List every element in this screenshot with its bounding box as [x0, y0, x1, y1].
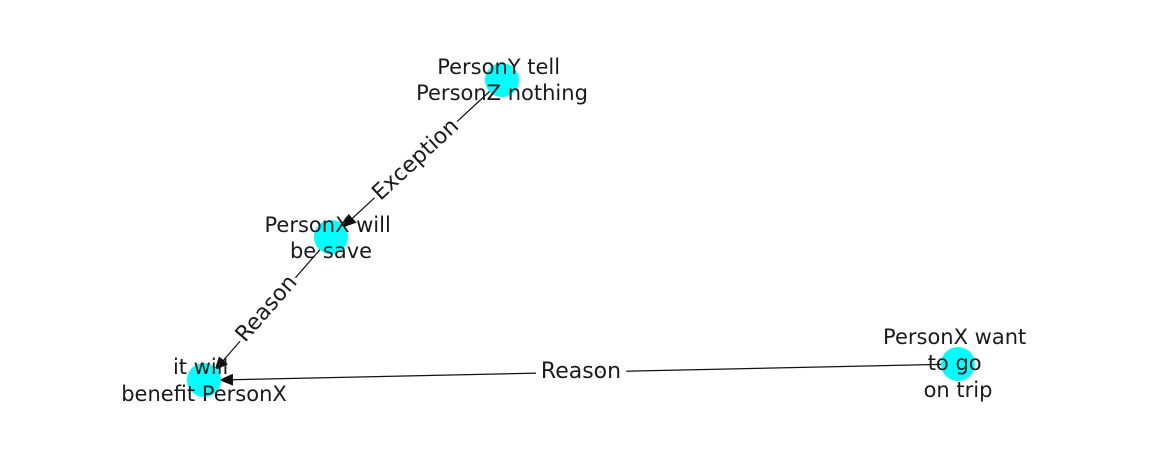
node-circle	[314, 220, 348, 254]
node-label: PersonX want to go on trip	[883, 325, 1033, 402]
node-persony-tell-personz-nothing: PersonY tell PersonZ nothing	[416, 55, 588, 105]
edge-label-reason: Reason	[231, 270, 303, 347]
node-label-line: it will	[173, 355, 228, 379]
edge-line	[342, 79, 503, 228]
node-label: PersonX will be save	[265, 213, 398, 263]
node-label-line: on trip	[924, 378, 993, 402]
node-label: it will benefit PersonX	[121, 355, 287, 406]
node-personx-will-be-save: PersonX will be save	[265, 213, 398, 263]
node-circle	[187, 363, 221, 397]
node-label-line: PersonX want	[883, 325, 1026, 349]
node-label-line: PersonY tell	[437, 55, 560, 79]
node-personx-want-to-go-on-trip: PersonX want to go on trip	[883, 325, 1033, 402]
node-it-will-benefit-personx: it will benefit PersonX	[121, 355, 287, 406]
node-label-line: be save	[290, 239, 372, 263]
edge-reason-2: Reason	[219, 352, 959, 391]
edge-line	[219, 363, 959, 386]
edge-label-reason: Reason	[541, 359, 621, 384]
node-label-line: PersonZ nothing	[416, 81, 588, 105]
node-label-line: to go	[928, 351, 982, 375]
edge-line	[214, 236, 332, 371]
node-label-line: benefit PersonX	[121, 382, 287, 406]
node-label-line: PersonX will	[265, 213, 391, 237]
node-circle	[941, 347, 975, 381]
node-label: PersonY tell PersonZ nothing	[416, 55, 588, 105]
edge-label-exception: Exception	[367, 114, 463, 206]
node-circle	[485, 63, 519, 97]
